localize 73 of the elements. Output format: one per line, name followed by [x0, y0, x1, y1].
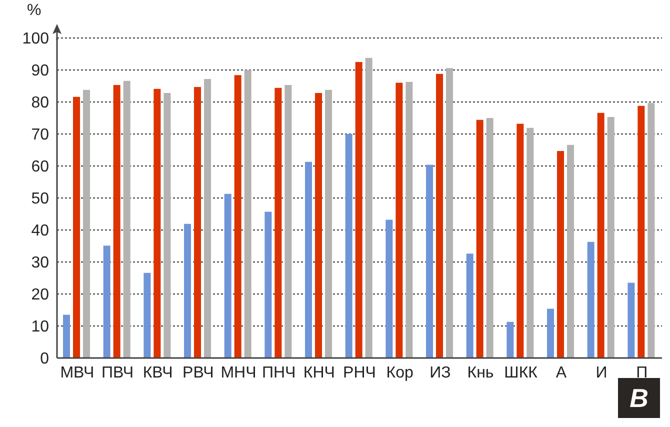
y-tick-label: 90	[31, 62, 50, 80]
bar	[547, 308, 554, 358]
bar	[426, 164, 433, 358]
bar	[264, 212, 272, 358]
bar	[63, 314, 70, 358]
x-tick-label: КНЧ	[303, 364, 335, 382]
bar	[628, 282, 635, 358]
bar	[386, 220, 393, 358]
x-tick-label: А	[556, 364, 567, 382]
y-tick-label: 30	[31, 254, 50, 272]
y-tick-label: 40	[31, 222, 50, 240]
y-tick-label: 60	[31, 158, 50, 176]
y-tick-label: 100	[22, 30, 50, 48]
bar	[607, 117, 614, 358]
bar	[436, 74, 443, 358]
bar	[365, 58, 372, 358]
bar	[557, 150, 564, 358]
bar	[284, 85, 292, 358]
bar	[597, 112, 604, 358]
bar	[164, 93, 171, 358]
bar	[466, 254, 474, 358]
bar	[526, 128, 534, 358]
bar	[204, 78, 211, 358]
x-tick-label: Кнь	[467, 364, 494, 382]
bar	[154, 88, 161, 358]
text: В	[630, 382, 648, 412]
bar	[274, 88, 282, 358]
bar	[355, 62, 362, 358]
y-tick-label: 10	[31, 318, 50, 336]
bar	[567, 144, 574, 358]
y-tick-label: 70	[31, 126, 50, 144]
bar	[123, 80, 130, 358]
x-tick-label: ШКК	[504, 364, 538, 382]
bar	[516, 124, 524, 358]
x-tick-label: Кор	[386, 364, 414, 382]
bar	[406, 82, 413, 358]
bar	[325, 90, 332, 358]
x-tick-label: П	[636, 364, 648, 382]
bar	[194, 86, 201, 358]
bar	[113, 85, 120, 358]
x-tick-label: МНЧ	[220, 364, 256, 382]
bar	[486, 118, 494, 358]
x-tick-label: РНЧ	[343, 364, 376, 382]
bar	[506, 322, 514, 358]
y-tick-label: 80	[31, 94, 50, 112]
bar	[244, 70, 252, 358]
bar	[396, 82, 403, 358]
bar	[587, 242, 594, 358]
y-tick-label: 20	[31, 286, 50, 304]
bar	[345, 134, 352, 358]
bar	[144, 272, 151, 358]
x-tick-label: И	[596, 364, 608, 382]
x-tick-label: ИЗ	[430, 364, 451, 382]
x-tick-label: ПНЧ	[262, 364, 296, 382]
bar	[224, 194, 232, 358]
y-tick-label: 0	[40, 350, 50, 368]
bar	[446, 68, 453, 358]
bar	[476, 120, 484, 358]
bar	[103, 246, 110, 358]
x-tick-label: МВЧ	[60, 364, 94, 382]
bar	[648, 102, 655, 358]
y-tick-label: 50	[31, 190, 50, 208]
x-tick-label: РВЧ	[182, 364, 214, 382]
x-tick-label: ПВЧ	[101, 364, 134, 382]
x-tick-label: КВЧ	[142, 364, 173, 382]
bar	[83, 90, 90, 358]
bar	[638, 106, 645, 358]
bar	[73, 96, 80, 358]
bar	[184, 224, 191, 358]
bar	[315, 93, 322, 358]
bar	[305, 162, 312, 358]
bar	[234, 75, 242, 358]
y-axis-title: %	[27, 2, 42, 20]
